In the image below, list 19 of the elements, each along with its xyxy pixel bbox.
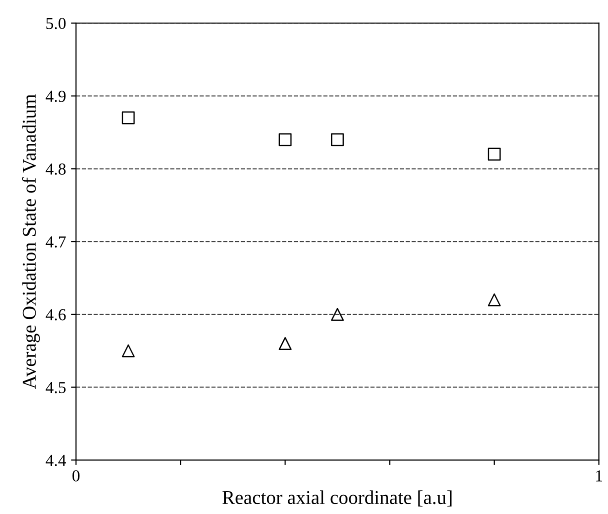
point [331,133,344,146]
y-tick-label: 4.7 [46,236,66,248]
y-tick-label: 4.5 [46,382,66,394]
point [488,148,501,161]
y-tick-label: 4.6 [46,309,66,320]
y-tick-label: 4.8 [46,163,66,175]
y-tick-label: 4.4 [46,454,66,466]
y-axis-title: Average Oxidation State of Vanadium [22,94,40,389]
point [488,293,501,306]
point [278,337,292,350]
point [278,133,292,146]
x-axis-title: Reactor axial coordinate [a.u] [222,490,452,507]
x-tick-label: 1 [596,470,602,482]
y-tick-label: 4.9 [46,90,66,102]
point [331,308,344,321]
y-tick-label: 5.0 [46,18,66,30]
point [122,111,135,124]
point [122,344,135,358]
x-tick-label: 0 [72,470,80,482]
